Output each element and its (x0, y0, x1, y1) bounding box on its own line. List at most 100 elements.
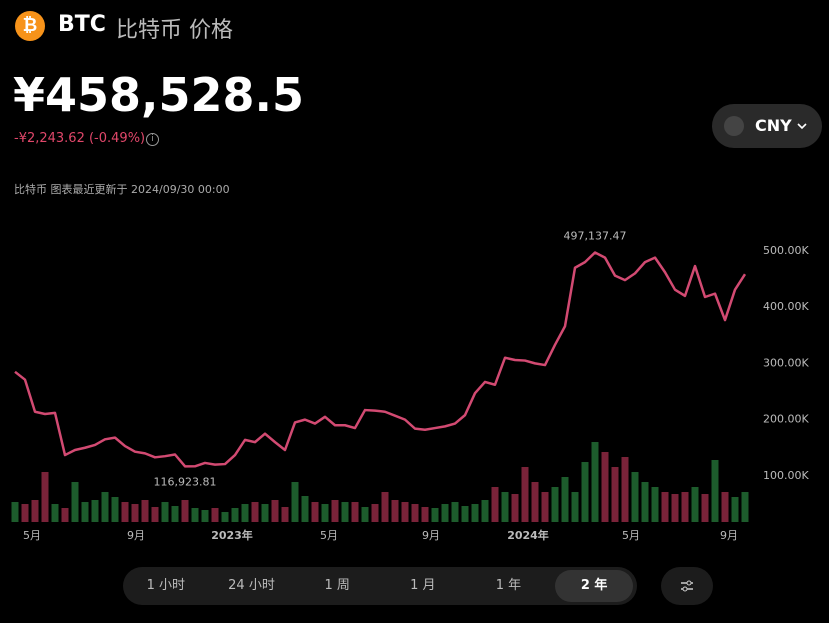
y-tick-label: 100.00K (763, 469, 809, 482)
volume-bar (31, 500, 39, 522)
timeframe-selector: 1 小时 24 小时 1 周 1 月 1 年 2 年 (123, 567, 637, 605)
volume-bar (131, 504, 139, 522)
symbol: BTC (58, 12, 106, 37)
x-tick-label: 5月 (320, 529, 338, 542)
volume-bar (261, 504, 269, 522)
timeframe-button[interactable]: 1 月 (410, 578, 436, 593)
volume-bar (271, 500, 279, 522)
volume-bar (721, 492, 729, 522)
volume-bar (461, 506, 469, 522)
volume-bar (521, 467, 529, 522)
volume-bar (361, 507, 369, 522)
volume-bar (501, 492, 509, 522)
volume-bar (431, 508, 439, 522)
price-change: -¥2,243.62 (-0.49%) (14, 131, 146, 146)
volume-bar (471, 504, 479, 522)
volume-bar (281, 507, 289, 522)
updated-note: 比特币 图表最近更新于 2024/09/30 00:00 (14, 183, 230, 196)
settings-icon (681, 580, 693, 592)
volume-bar (401, 502, 409, 522)
high-label: 497,137.47 (564, 229, 627, 242)
volume-bar (351, 502, 359, 522)
volume-bar (441, 504, 449, 522)
volume-bar (171, 506, 179, 522)
volume-bar (211, 508, 219, 522)
volume-bar (601, 452, 609, 522)
currency-button[interactable]: CNY (712, 104, 822, 148)
volume-bar (371, 504, 379, 522)
volume-bar (41, 472, 49, 522)
low-label: 116,923.81 (154, 475, 217, 488)
volume-bar (201, 510, 209, 522)
volume-bar (241, 504, 249, 522)
chart: 100.00K 200.00K 300.00K 400.00K 500.00K 5月 9月 2… (11, 229, 809, 542)
volume-bar (341, 502, 349, 522)
currency-label: CNY (755, 116, 792, 135)
volume-bar (551, 487, 559, 522)
y-tick-label: 500.00K (763, 244, 809, 257)
volume-bar (621, 457, 629, 522)
timeframe-button[interactable]: 24 小时 (228, 578, 275, 593)
volume-bar (331, 500, 339, 522)
x-tick-label: 9月 (127, 529, 145, 542)
volume-bar (491, 487, 499, 522)
volume-bar (661, 492, 669, 522)
volume-bar (531, 482, 539, 522)
coin-name: 比特币 价格 (116, 18, 233, 43)
volume-bar (481, 500, 489, 522)
volume-bar (591, 442, 599, 522)
volume-bar (51, 504, 59, 522)
volume-bar (581, 462, 589, 522)
volume-bar (541, 492, 549, 522)
chevron (797, 123, 807, 130)
volume-bar (741, 492, 749, 522)
volume-bar (191, 508, 199, 522)
volume-bar (251, 502, 259, 522)
volume-bar (141, 500, 149, 522)
timeframe-button[interactable]: 1 年 (495, 578, 522, 593)
volume-bar (631, 472, 639, 522)
volume-bar (391, 500, 399, 522)
volume-bar (641, 482, 649, 522)
price-line (14, 251, 747, 468)
timeframe-button[interactable]: 2 年 (555, 570, 633, 602)
volume-bar (651, 487, 659, 522)
coin-icon: ₿ (15, 11, 45, 41)
volume-bar (611, 467, 619, 522)
volume-bar (681, 492, 689, 522)
volume-bar (81, 502, 89, 522)
timeframe-button[interactable]: 1 周 (324, 578, 350, 593)
volume-bar (231, 508, 239, 522)
volume-bar (381, 492, 389, 522)
volume-bar (11, 502, 19, 522)
y-tick-label: 400.00K (763, 300, 809, 313)
x-tick-label: 9月 (422, 529, 440, 542)
x-tick-label: 2024年 (507, 528, 549, 542)
info-icon[interactable]: i (146, 133, 159, 146)
volume-bar (291, 482, 299, 522)
volume-bar (121, 502, 129, 522)
volume-bar (701, 494, 709, 522)
volume-bar (511, 494, 519, 522)
x-tick-label: 9月 (720, 529, 738, 542)
volume-bar (421, 507, 429, 522)
volume-bar (21, 504, 29, 522)
volume-bar (151, 507, 159, 522)
x-tick-label: 5月 (622, 529, 640, 542)
volume-bar (321, 504, 329, 522)
currency-icon (724, 116, 744, 136)
volume-bar (161, 502, 169, 522)
volume-bar (451, 502, 459, 522)
timeframe-button[interactable]: 1 小时 (146, 578, 186, 593)
volume-bar (101, 492, 109, 522)
volume-bar (181, 500, 189, 522)
volume-bar (61, 508, 69, 522)
settings-button[interactable] (661, 567, 713, 605)
y-tick-label: 200.00K (763, 413, 809, 426)
x-tick-label: 5月 (23, 529, 41, 542)
volume-bar (221, 512, 229, 522)
volume-bar (411, 504, 419, 522)
volume-bar (571, 492, 579, 522)
y-tick-label: 300.00K (763, 356, 809, 369)
